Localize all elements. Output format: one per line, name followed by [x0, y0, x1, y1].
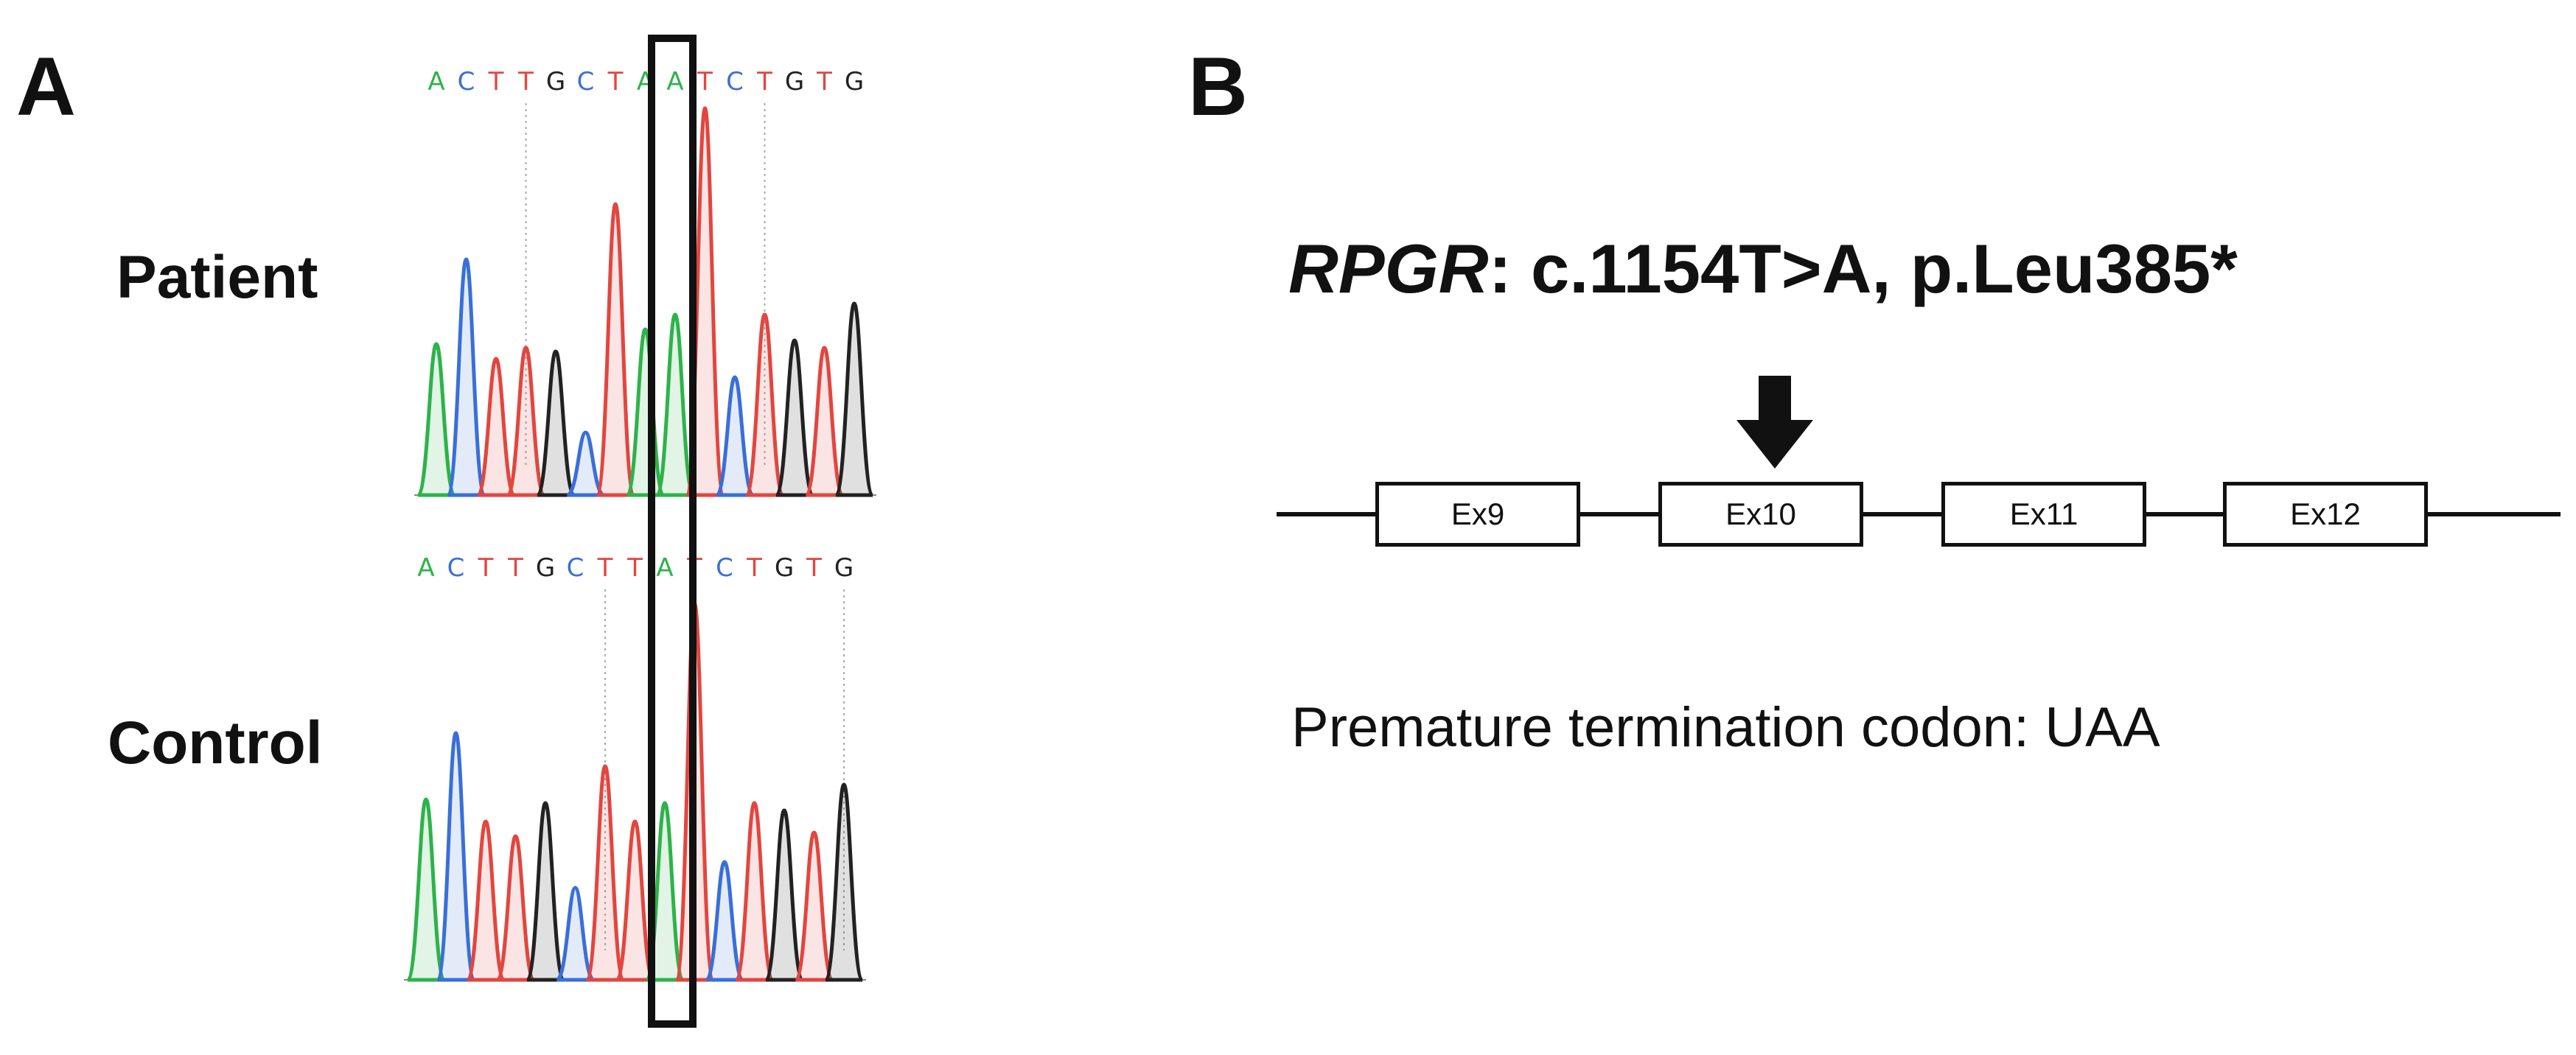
gene-name: RPGR	[1288, 230, 1489, 307]
base-letter: G	[785, 67, 804, 97]
patient-label: Patient	[116, 244, 318, 311]
base-letter: G	[775, 553, 794, 583]
trace-peak	[405, 797, 447, 982]
base-letter: C	[716, 553, 733, 583]
trace-peak	[495, 834, 537, 982]
trace-peak	[416, 342, 457, 497]
trace-peak	[555, 886, 596, 982]
exon-9: Ex9	[1375, 482, 1580, 547]
exon-12: Ex12	[2223, 482, 2428, 547]
panel-b-letter: B	[1188, 41, 1248, 133]
base-letter: C	[458, 67, 475, 97]
trace-peak	[774, 338, 815, 497]
base-letter: T	[816, 67, 832, 97]
base-letter: C	[726, 67, 744, 97]
base-letter: T	[607, 67, 624, 97]
exon-12-label: Ex12	[2290, 497, 2361, 531]
base-letter: T	[806, 553, 822, 583]
variant-title: RPGR: c.1154T>A, p.Leu385*	[1288, 234, 2238, 304]
codon-note: Premature termination codon: UAA	[1291, 696, 2160, 759]
trace-peak	[704, 860, 745, 982]
variant-notation: : c.1154T>A, p.Leu385*	[1488, 230, 2238, 307]
trace-peak	[655, 312, 696, 497]
trace-peak	[764, 808, 805, 982]
trace-peak	[733, 801, 775, 982]
base-letter: T	[626, 553, 643, 583]
trace-peak	[744, 312, 786, 497]
trace-peak	[614, 819, 656, 982]
base-letter: G	[834, 553, 854, 583]
base-letter: C	[577, 67, 595, 97]
base-letter: T	[697, 67, 713, 97]
mutation-arrow-icon	[1736, 376, 1813, 469]
trace-peak	[624, 327, 666, 497]
trace-peak	[465, 819, 506, 982]
trace-peak	[803, 346, 845, 497]
base-letter: A	[656, 553, 673, 583]
base-letter: T	[746, 553, 762, 583]
trace-peak	[525, 801, 566, 982]
base-letter: C	[447, 553, 465, 583]
control-label: Control	[108, 709, 323, 777]
trace-peak	[435, 731, 477, 982]
base-letter: A	[666, 67, 683, 97]
trace-peak	[445, 257, 487, 497]
trace-peak	[793, 830, 835, 982]
trace-peak	[834, 301, 875, 497]
base-letter: A	[427, 67, 444, 97]
base-letter: G	[536, 553, 555, 583]
exon-11: Ex11	[1941, 482, 2146, 547]
base-letter: T	[597, 553, 613, 583]
trace-peak	[714, 375, 755, 497]
exon-11-label: Ex11	[2009, 497, 2078, 531]
trace-peak	[535, 349, 576, 497]
panel-a-letter: A	[16, 41, 76, 133]
base-letter: G	[546, 67, 565, 97]
trace-peak	[475, 357, 517, 497]
exon-9-label: Ex9	[1451, 497, 1505, 531]
exon-10-label: Ex10	[1725, 497, 1796, 531]
trace-peak	[595, 202, 636, 497]
exon-10: Ex10	[1658, 482, 1863, 547]
base-letter: T	[478, 553, 494, 583]
base-letter: A	[417, 553, 434, 583]
intron-line	[1277, 512, 2561, 516]
base-letter: T	[488, 67, 504, 97]
mutation-highlight-box	[648, 35, 697, 1028]
base-letter: T	[756, 67, 772, 97]
trace-peak	[823, 782, 865, 982]
base-letter: C	[567, 553, 584, 583]
base-letter: T	[507, 553, 523, 583]
trace-peak	[566, 430, 605, 497]
trace-peak	[584, 764, 626, 982]
base-letter: T	[517, 67, 534, 97]
base-letter: G	[845, 67, 864, 97]
trace-peak	[505, 346, 547, 497]
